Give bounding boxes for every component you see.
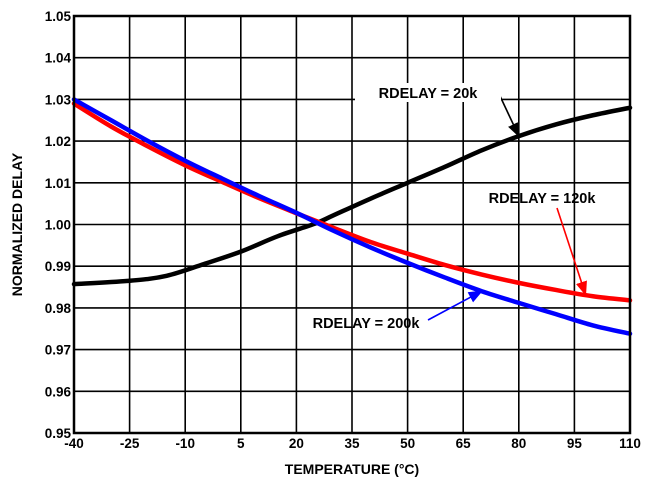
y-tick-label: 1.00 xyxy=(45,218,71,233)
x-tick-label: -25 xyxy=(120,436,140,451)
y-tick-label: 1.04 xyxy=(45,51,72,66)
series-line-rdelay-200k xyxy=(71,97,633,336)
y-tick-label: 0.96 xyxy=(45,384,72,399)
annotation-label-rdelay-120k: RDELAY = 120k xyxy=(489,191,597,207)
plot-frame xyxy=(72,14,632,435)
y-tick-label: 0.95 xyxy=(45,426,72,441)
tick-labels: -40 -25 -10 5 20 35 50 65 80 95 110 0.95 0.96 0.97 0.9… xyxy=(45,9,641,451)
series-line-rdelay-20k xyxy=(71,105,633,287)
y-tick-label: 1.02 xyxy=(45,134,71,149)
x-axis-title: TEMPERATURE (°C) xyxy=(285,461,419,477)
x-tick-label: 110 xyxy=(619,436,641,451)
annotation-label-rdelay-20k: RDELAY = 20k xyxy=(379,86,479,102)
annotation-label-rdelay-200k: RDELAY = 200k xyxy=(313,316,421,332)
annotation-arrow xyxy=(556,207,587,296)
grid xyxy=(73,15,631,434)
x-tick-label: 65 xyxy=(456,436,472,451)
x-tick-label: 50 xyxy=(400,436,415,451)
x-tick-label: 80 xyxy=(511,436,526,451)
annotation-arrow xyxy=(427,290,484,321)
x-tick-label: 35 xyxy=(344,436,360,451)
series-lines xyxy=(71,97,633,336)
y-tick-label: 0.99 xyxy=(45,259,71,274)
y-tick-label: 0.98 xyxy=(45,301,72,316)
y-axis-title: NORMALIZED DELAY xyxy=(9,152,25,296)
series-line-rdelay-120k xyxy=(71,101,633,303)
y-tick-label: 1.05 xyxy=(45,9,72,24)
x-tick-label: -40 xyxy=(64,436,84,451)
x-tick-label: 5 xyxy=(237,436,245,451)
x-tick-label: 20 xyxy=(289,436,304,451)
x-tick-label: 95 xyxy=(567,436,583,451)
annotation-arrow xyxy=(499,95,520,138)
x-tick-label: -10 xyxy=(175,436,195,451)
annotations: RDELAY = 20k RDELAY = 120k RDELAY = 200k xyxy=(313,83,597,332)
y-tick-label: 1.03 xyxy=(45,92,72,107)
annotation-background xyxy=(355,83,501,102)
y-tick-label: 1.01 xyxy=(45,176,72,191)
y-tick-label: 0.97 xyxy=(45,343,71,358)
